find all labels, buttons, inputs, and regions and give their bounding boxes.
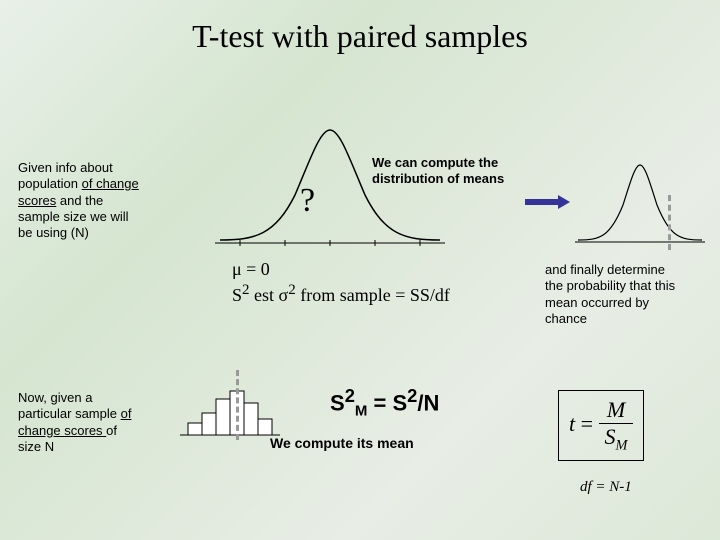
df-formula: df = N-1 (580, 478, 632, 497)
now-given-text: Now, given a particular sample of change… (18, 390, 178, 455)
compute-dist-text: We can compute the distribution of means (372, 155, 504, 188)
compute-mean-text: We compute its mean (270, 435, 414, 453)
question-mark: ? (300, 180, 315, 223)
means-curve (575, 155, 705, 250)
finally-determine-text: and finally determine the probability th… (545, 262, 715, 327)
dashed-line-hist (236, 370, 239, 440)
dashed-line-right (668, 195, 671, 250)
given-info-text: Given info about population of change sc… (18, 160, 178, 241)
page-title: T-test with paired samples (0, 0, 720, 55)
mu-formula: μ = 0 S2 est σ2 from sample = SS/df (232, 258, 450, 306)
sample-histogram (180, 385, 290, 440)
arrow-icon (525, 195, 570, 209)
t-formula-box: t = MSM (558, 390, 644, 461)
s2m-formula: S2M = S2/N (330, 385, 439, 421)
